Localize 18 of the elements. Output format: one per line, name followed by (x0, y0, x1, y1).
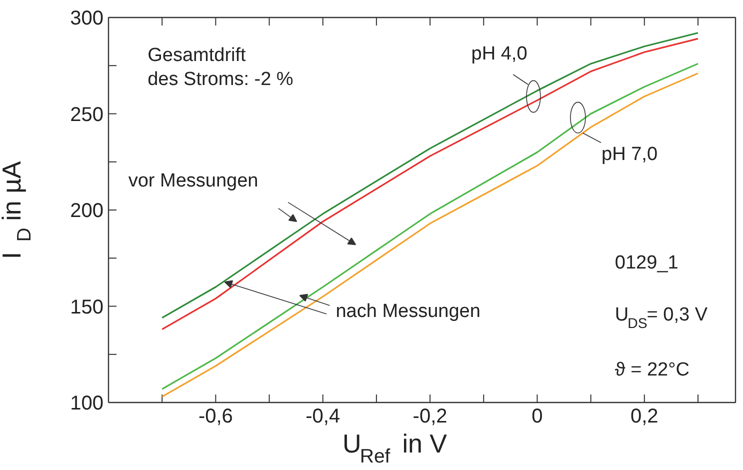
annotation: 0129_1 (614, 252, 678, 274)
annotation: pH 4,0 (471, 43, 528, 64)
annotation: pH 7,0 (602, 144, 658, 165)
x-tick-label: 0,2 (630, 406, 658, 428)
y-tick-label: 150 (70, 296, 104, 318)
annotation: nach Messungen (336, 301, 480, 322)
x-tick-label: 0 (532, 406, 543, 428)
x-tick-label: -0,6 (198, 406, 233, 428)
annotation: ϑ = 22°C (614, 360, 690, 381)
x-tick-label: -0,2 (412, 406, 448, 428)
annotation: vor Messungen (128, 170, 258, 192)
y-tick-label: 250 (70, 104, 104, 126)
y-axis-title: ID in µA (0, 160, 36, 260)
y-tick-label: 100 (70, 392, 104, 414)
annotation: Gesamtdrift des Stroms: -2 % (148, 45, 294, 90)
x-tick-label: -0,4 (306, 406, 340, 428)
y-tick-label: 300 (70, 8, 104, 30)
y-tick-label: 200 (70, 200, 104, 222)
